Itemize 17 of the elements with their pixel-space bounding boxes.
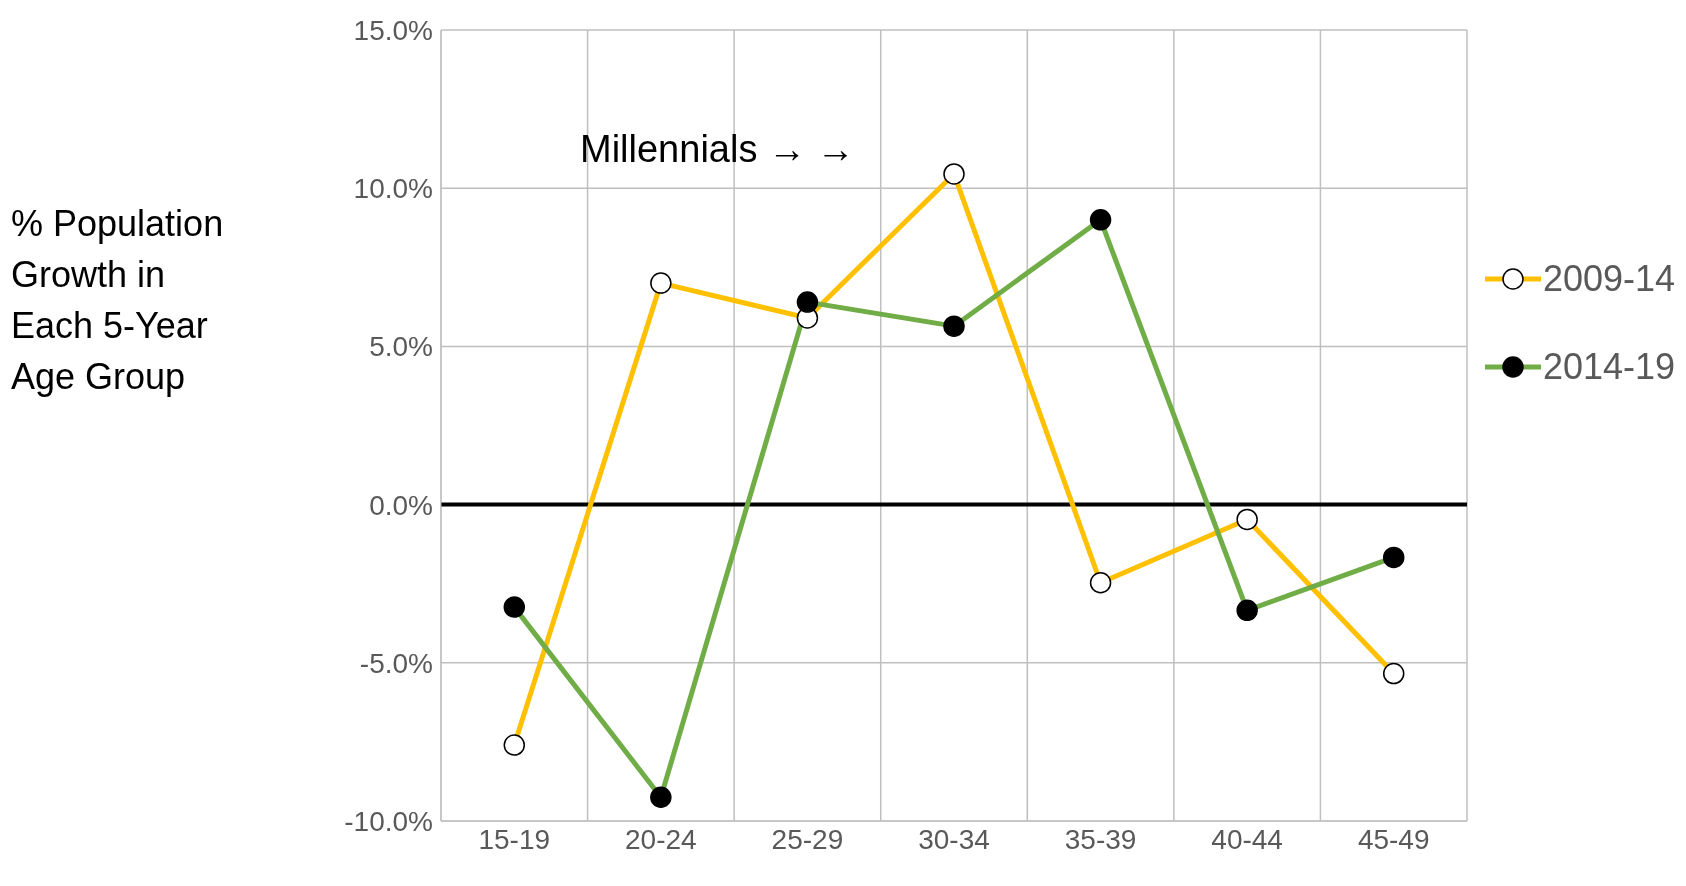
annotation: Millennials → → — [580, 128, 855, 171]
legend-label: 2014-19 — [1543, 346, 1676, 388]
y-tick-label: 15.0% — [353, 14, 433, 46]
y-tick-label: 10.0% — [353, 173, 433, 205]
x-tick-label: 35-39 — [1064, 823, 1137, 855]
x-tick-label: 40-44 — [1211, 823, 1283, 855]
x-tick-label: 25-29 — [771, 823, 844, 855]
y-tick-label: -5.0% — [359, 647, 433, 679]
x-tick-label: 15-19 — [478, 823, 551, 855]
x-tick-label: 20-24 — [625, 823, 697, 855]
x-tick-label: 45-49 — [1357, 823, 1430, 855]
y-tick-label: 0.0% — [369, 489, 433, 521]
y-axis-title: % Population Growth in Each 5-Year Age Group — [11, 202, 225, 399]
y-tick-label: 5.0% — [369, 331, 433, 363]
y-tick-label: -10.0% — [344, 805, 433, 837]
legend-label: 2009-14 — [1543, 258, 1676, 300]
x-tick-label: 30-34 — [918, 823, 990, 855]
